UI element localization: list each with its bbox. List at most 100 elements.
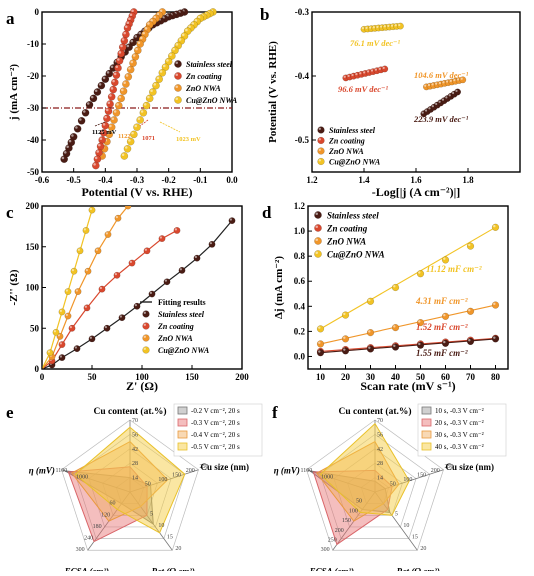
data-point-highlight	[99, 286, 102, 290]
data-point-highlight	[137, 41, 141, 45]
data-point	[341, 311, 350, 319]
legend-entry: Zn coating	[157, 322, 194, 331]
data-point	[441, 256, 450, 264]
data-point-highlight	[363, 71, 366, 74]
fit-line	[320, 304, 496, 345]
data-point	[317, 136, 325, 145]
data-point	[128, 259, 136, 267]
data-point	[94, 247, 102, 255]
data-point-highlight	[110, 87, 114, 90]
y-tick-label: 150	[26, 242, 40, 252]
data-point	[317, 157, 325, 166]
data-point-highlight	[418, 320, 421, 323]
data-point-highlight	[105, 108, 109, 112]
data-point-highlight	[318, 350, 321, 353]
data-point	[93, 155, 102, 163]
data-point	[101, 75, 110, 83]
data-point-highlight	[368, 346, 371, 349]
legend-entry: Cu@ZnO NWA	[329, 158, 381, 167]
y-tick-label: -0.4	[295, 71, 310, 81]
data-point-highlight	[393, 285, 396, 288]
data-point	[131, 53, 140, 61]
data-point-highlight	[156, 76, 160, 80]
y-tick-label: -10	[27, 39, 39, 49]
data-point	[148, 290, 156, 298]
data-point-highlight	[66, 145, 69, 149]
y-tick-label: 0.0	[294, 351, 306, 361]
radar-tick: 100	[158, 477, 167, 483]
fit-line	[320, 226, 496, 330]
y-axis-label: j (mA cm⁻²)	[8, 64, 20, 121]
radar-tick: 180	[93, 524, 102, 530]
data-point-highlight	[428, 107, 431, 110]
radar-tick: 70	[377, 418, 383, 424]
legend-entry: Stainless steel	[329, 126, 376, 135]
data-point-highlight	[144, 248, 148, 251]
data-point-highlight	[69, 326, 72, 329]
data-point	[123, 144, 132, 153]
data-point-highlight	[318, 148, 321, 151]
annotation-text: 1125 mV	[92, 129, 117, 136]
data-point-highlight	[468, 243, 471, 247]
legend-entry: -0.5 V cm⁻², 20 s	[191, 443, 240, 451]
radar-tick: 70	[132, 418, 138, 424]
data-point-highlight	[59, 309, 62, 312]
data-point-highlight	[123, 31, 126, 35]
data-point-highlight	[143, 323, 146, 326]
data-point-highlight	[318, 341, 321, 344]
data-point-highlight	[118, 95, 122, 99]
data-point	[316, 340, 325, 348]
legend-swatch	[421, 442, 432, 451]
data-point-highlight	[102, 76, 106, 80]
data-point	[111, 78, 119, 87]
data-point	[118, 314, 126, 322]
data-point	[139, 109, 148, 117]
data-point-highlight	[347, 74, 350, 78]
data-point-highlight	[106, 71, 110, 74]
data-point	[174, 72, 182, 80]
data-point-highlight	[418, 271, 421, 274]
data-point-highlight	[421, 111, 424, 114]
x-tick-label: 50	[88, 372, 98, 382]
data-point-highlight	[175, 85, 179, 88]
radar-tick: 15	[167, 535, 173, 541]
data-point	[98, 285, 106, 293]
data-point	[391, 343, 400, 351]
radar-tick: 10	[403, 523, 409, 529]
data-point-highlight	[149, 291, 153, 295]
y-tick-label: -30	[27, 103, 39, 113]
data-point-highlight	[143, 103, 147, 106]
data-point	[76, 247, 84, 255]
radar-tick: 50	[390, 482, 396, 488]
data-point-highlight	[104, 115, 107, 119]
data-point-highlight	[343, 336, 346, 339]
data-point	[120, 37, 129, 45]
data-point-highlight	[142, 31, 145, 35]
radar-tick: 200	[431, 468, 440, 474]
data-point-highlight	[175, 73, 179, 76]
x-tick-label: -0.1	[193, 175, 208, 185]
data-point-highlight	[443, 257, 446, 260]
x-axis-label: -Log[|j (A cm⁻²)|]	[372, 185, 461, 199]
x-tick-label: -0.4	[98, 175, 113, 185]
data-point-highlight	[143, 311, 146, 314]
y-tick-label: -0.3	[295, 7, 310, 17]
radar-axis-label: Rct (Ω cm²)	[395, 566, 439, 571]
data-point	[174, 96, 182, 104]
data-point-highlight	[451, 91, 455, 95]
data-point-highlight	[126, 44, 130, 48]
radar-tick: 15	[412, 535, 418, 541]
legend-entry: Zn coating	[326, 224, 368, 234]
data-point	[466, 242, 475, 250]
data-point-highlight	[169, 53, 172, 57]
data-point-highlight	[85, 268, 88, 272]
x-tick-label: -0.6	[35, 175, 50, 185]
legend-entry: Zn coating	[185, 72, 222, 81]
data-point-highlight	[315, 251, 318, 255]
data-point-highlight	[181, 33, 185, 37]
data-point-highlight	[117, 58, 120, 61]
legend-entry: 20 s, -0.3 V cm⁻²	[435, 419, 484, 427]
data-point-highlight	[372, 26, 375, 29]
data-point-highlight	[113, 110, 117, 113]
data-point-highlight	[107, 101, 111, 104]
